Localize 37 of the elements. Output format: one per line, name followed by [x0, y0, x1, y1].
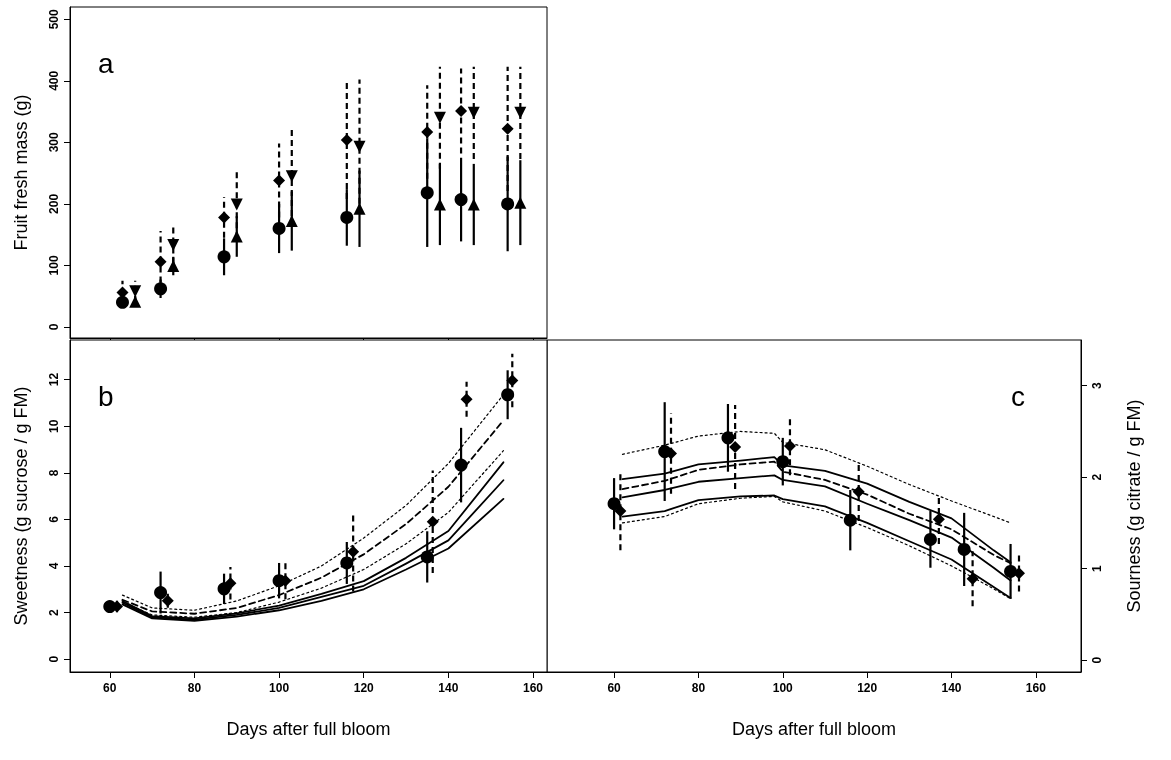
y-tick-label: 12 [47, 372, 61, 387]
y-tick-label: 2 [47, 608, 61, 616]
y-tick-label: 100 [47, 255, 61, 276]
x-tick-label: 160 [523, 681, 544, 695]
y-tick-label: 400 [47, 70, 61, 91]
x-tick-label: 80 [187, 681, 202, 695]
y-tick-label: 300 [47, 132, 61, 153]
x-tick-label: 120 [857, 681, 878, 695]
x-tick-label: 80 [691, 681, 706, 695]
y2-tick-label: 2 [1090, 473, 1104, 481]
y-axis-title: Fruit fresh mass (g) [11, 94, 31, 251]
annotation: c [1011, 380, 1025, 412]
y-tick-label: 500 [47, 8, 61, 30]
x-tick-label: 100 [269, 681, 290, 695]
annotation: a [98, 47, 114, 79]
x-tick-label: 60 [607, 681, 622, 695]
x-tick-label: 100 [772, 681, 794, 695]
y-tick-label: 4 [47, 562, 61, 570]
x-tick-label: 120 [353, 681, 375, 695]
x-axis-title: Days after full bloom [731, 719, 897, 739]
y-tick-label: 8 [47, 469, 61, 477]
y2-tick-label: 0 [1090, 656, 1104, 664]
annotation: b [98, 380, 114, 412]
x-tick-label: 140 [438, 681, 459, 695]
y-tick-label: 0 [47, 323, 61, 331]
y-axis-title: Sweetness (g sucrose / g FM) [11, 386, 31, 626]
y2-tick-label: 3 [1090, 382, 1104, 390]
y2-tick-label: 1 [1090, 564, 1104, 572]
y-tick-label: 10 [47, 419, 61, 433]
x-tick-label: 60 [103, 681, 117, 695]
x-tick-label: 160 [1025, 681, 1047, 695]
x-tick-label: 140 [941, 681, 962, 695]
y-tick-label: 200 [47, 193, 61, 214]
y2-axis-title: Sourness (g citrate / g FM) [1124, 399, 1144, 613]
y-tick-label: 0 [47, 655, 61, 663]
y-tick-label: 6 [47, 515, 61, 523]
x-axis-title: Days after full bloom [226, 719, 391, 739]
